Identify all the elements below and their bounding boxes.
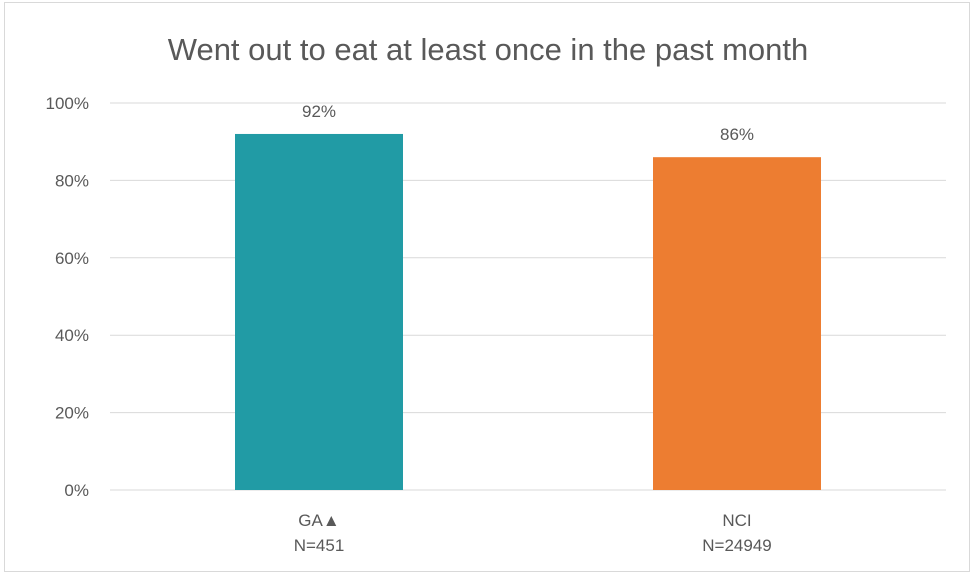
category-label: GA▲: [298, 511, 339, 530]
category-label: N=451: [294, 536, 345, 555]
chart-title: Went out to eat at least once in the pas…: [167, 32, 809, 67]
bar: [653, 157, 821, 490]
y-tick-label: 0%: [64, 481, 89, 500]
y-tick-label: 20%: [55, 404, 89, 423]
bar: [235, 133, 403, 490]
y-tick-label: 100%: [46, 94, 89, 113]
y-tick-label: 80%: [55, 171, 89, 190]
category-label: NCI: [722, 511, 751, 530]
data-label: 92%: [302, 102, 336, 121]
y-tick-label: 40%: [55, 326, 89, 345]
y-tick-label: 60%: [55, 249, 89, 268]
category-label: N=24949: [702, 536, 771, 555]
data-label: 86%: [720, 125, 754, 144]
